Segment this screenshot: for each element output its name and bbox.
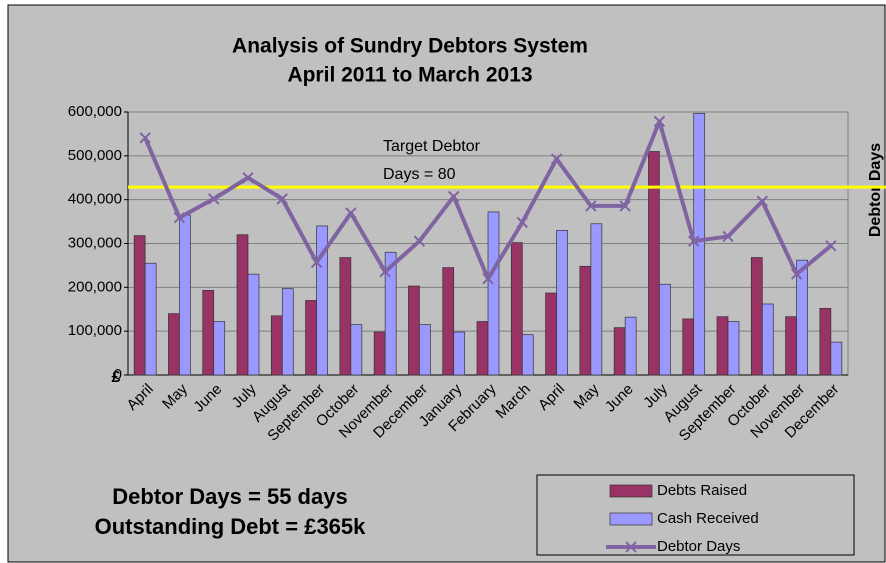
y-tick-label: 100,000: [68, 322, 122, 339]
bar: [133, 235, 146, 376]
bar: [350, 324, 363, 376]
bar: [830, 341, 843, 376]
bar: [168, 313, 180, 376]
bar: [408, 285, 420, 376]
annotation: Outstanding Debt = £365k: [95, 514, 367, 539]
bar: [281, 288, 294, 376]
bar: [648, 151, 660, 376]
line-marker: [139, 132, 151, 144]
y2-axis-label: Debtor Days: [867, 143, 884, 237]
line-marker: [722, 230, 734, 243]
bar: [579, 265, 592, 376]
line-marker: [790, 268, 803, 280]
legend-label: Cash Received: [657, 510, 759, 527]
bar: [556, 230, 568, 376]
line-marker: [208, 193, 220, 205]
annotation: Debtor Days = 55 days: [112, 484, 347, 509]
y-axis-label: £: [112, 369, 121, 386]
bar: [316, 225, 328, 376]
target-label: Target Debtor: [383, 138, 481, 155]
line-marker: [448, 190, 460, 203]
bar: [270, 315, 283, 376]
legend-swatch: [609, 484, 653, 498]
line-marker: [379, 265, 391, 278]
line-marker: [242, 172, 254, 184]
line-marker: [345, 207, 357, 219]
bar: [796, 259, 808, 376]
line-marker: [825, 240, 837, 252]
line-marker: [756, 195, 768, 207]
bar: [785, 316, 797, 376]
bar: [750, 257, 763, 376]
y-tick-label: 500,000: [68, 147, 122, 164]
target-label: Days = 80: [383, 166, 456, 183]
line-marker: [173, 211, 186, 224]
bar: [693, 112, 706, 376]
bar: [305, 300, 317, 376]
y-tick-label: 300,000: [68, 234, 122, 251]
legend-label: Debtor Days: [657, 538, 740, 555]
legend-marker: [625, 541, 637, 553]
bar: [590, 223, 603, 376]
bar: [247, 273, 260, 376]
chart-title: Analysis of Sundry Debtors System: [232, 35, 588, 58]
line-marker: [276, 193, 288, 205]
bar: [476, 321, 489, 376]
bar: [682, 318, 695, 376]
bar: [659, 283, 671, 376]
bar: [613, 327, 626, 376]
line-marker: [688, 235, 700, 247]
bar: [339, 257, 352, 376]
line-marker: [653, 115, 666, 128]
line-marker: [619, 200, 631, 212]
bar: [144, 262, 157, 376]
bar: [761, 303, 774, 376]
bar: [384, 251, 397, 376]
bar: [453, 331, 466, 376]
bar: [373, 331, 386, 376]
bar: [510, 242, 523, 376]
line-marker: [550, 153, 563, 165]
bar: [213, 321, 226, 376]
line-marker: [585, 200, 597, 212]
y-tick-label: 600,000: [68, 103, 122, 120]
bar: [487, 211, 500, 376]
bar: [202, 290, 215, 376]
bar: [179, 214, 191, 376]
bar: [624, 316, 637, 376]
bar: [819, 308, 832, 376]
bar: [236, 234, 249, 376]
legend-swatch: [609, 512, 653, 526]
bar: [442, 267, 455, 376]
y-tick-label: 400,000: [68, 191, 122, 208]
bar: [727, 321, 740, 376]
line-marker: [482, 273, 494, 285]
legend-label: Debts Raised: [657, 482, 747, 499]
y-tick-label: 200,000: [68, 278, 122, 295]
bar: [545, 292, 557, 376]
line-marker: [310, 256, 323, 268]
chart-subtitle: April 2011 to March 2013: [287, 64, 532, 87]
line-marker: [516, 216, 528, 229]
legend: [536, 474, 855, 556]
line-marker: [413, 235, 426, 247]
y-tick-label: 0: [114, 366, 122, 383]
bar: [419, 324, 431, 376]
bar: [521, 334, 534, 376]
bar: [716, 316, 729, 376]
